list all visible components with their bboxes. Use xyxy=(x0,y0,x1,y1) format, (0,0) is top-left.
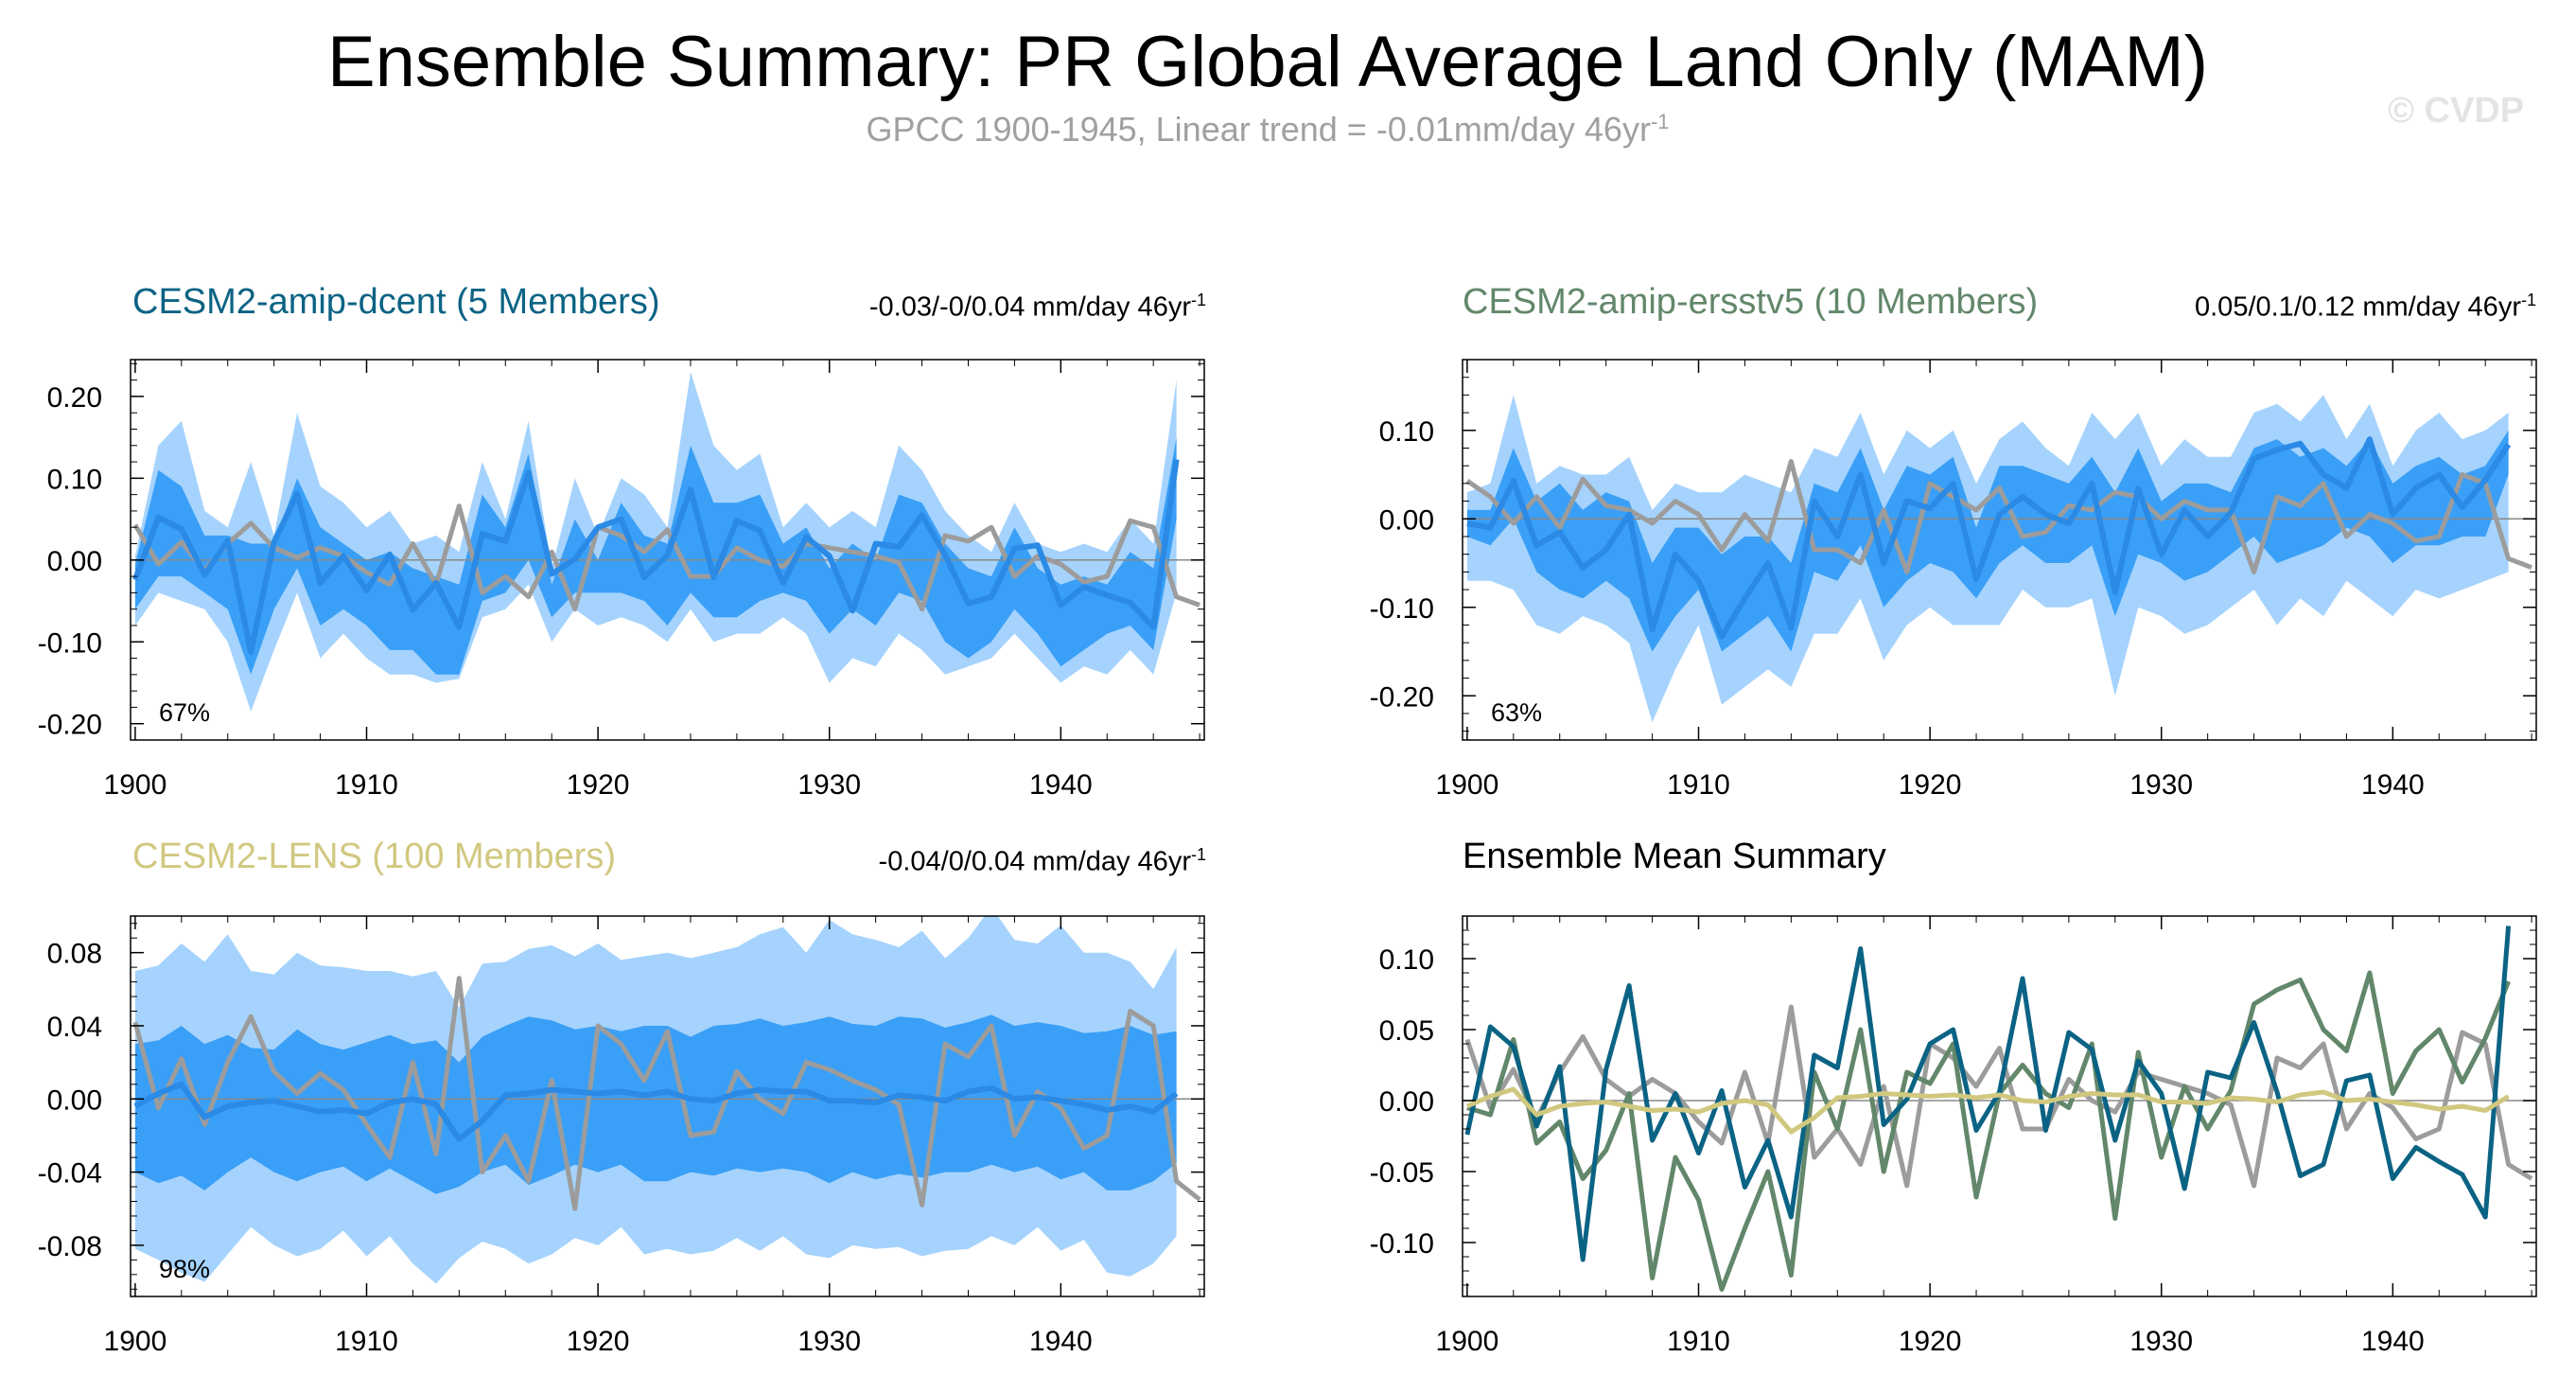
panel-3-xtick-label: 1940 xyxy=(1029,1326,1093,1357)
panel-2-xtick-label: 1900 xyxy=(1436,769,1499,801)
panel-3-title: CESM2-LENS (100 Members) xyxy=(132,837,617,876)
panel-1-trend-text: -0.03/-0/0.04 mm/day 46yr xyxy=(868,291,1191,323)
panel-4-series-ersst xyxy=(1466,970,2511,1292)
panel-4-ytick-label: 0.00 xyxy=(1379,1086,1434,1118)
subtitle-text: GPCC 1900-1945, Linear trend = -0.01mm/d… xyxy=(866,110,1651,149)
panel-3-ytick-label: -0.04 xyxy=(38,1158,102,1190)
panel-3-ensemble-mean-line xyxy=(133,1081,1179,1142)
panel-4-ytick-label: -0.05 xyxy=(1370,1157,1434,1189)
panel-1-ytick-label: -0.20 xyxy=(38,710,102,741)
panel-4-xtick-label: 1940 xyxy=(2361,1326,2425,1357)
panel-1-xtick-label: 1910 xyxy=(335,769,398,801)
panel-2-ensemble-mean-line xyxy=(1466,436,2512,640)
panel-3-ytick-label: 0.04 xyxy=(47,1012,102,1043)
panel-1-ytick-label: -0.10 xyxy=(38,627,102,659)
panel-3-trend-text: -0.04/0/0.04 mm/day 46yr xyxy=(878,846,1191,877)
panel-2-ytick-label: -0.20 xyxy=(1370,681,1434,713)
panel-4-xtick-label: 1910 xyxy=(1667,1326,1730,1357)
panel-2-trend-text: 0.05/0.1/0.12 mm/day 46yr xyxy=(2195,291,2521,323)
panel-2-ytick-label: 0.00 xyxy=(1379,504,1434,536)
panel-4-title: Ensemble Mean Summary xyxy=(1463,837,1886,876)
panel-3-xtick-label: 1910 xyxy=(335,1326,398,1357)
panel-2-frame xyxy=(1462,359,2537,741)
panel-3-trend: -0.04/0/0.04 mm/day 46yr‑1 xyxy=(879,845,1206,878)
panel-2-xtick-label: 1910 xyxy=(1667,769,1730,801)
panel-4-ytick-label: 0.05 xyxy=(1379,1015,1434,1047)
panel-1-inner-spread xyxy=(134,437,1177,675)
panel-3-obs-line xyxy=(132,976,1201,1211)
panel-3-inner-spread xyxy=(134,1014,1177,1194)
panel-2-xtick-label: 1930 xyxy=(2129,769,2193,801)
panel-1-xtick-label: 1920 xyxy=(567,769,630,801)
panel-1-xtick-label: 1900 xyxy=(104,769,167,801)
panel-3-ytick-label: 0.08 xyxy=(47,939,102,970)
panel-1-title: CESM2-amip-dcent (5 Members) xyxy=(132,282,660,322)
panel-3-frame xyxy=(130,915,1205,1297)
panel-1-trend: -0.03/-0/0.04 mm/day 46yr‑1 xyxy=(869,291,1206,324)
panel-4-frame xyxy=(1462,915,2537,1297)
panel-4-series-dcent xyxy=(1464,926,2512,1262)
panel-3-xtick-label: 1900 xyxy=(104,1326,167,1357)
panel-1-ensemble-mean-line xyxy=(132,459,1180,655)
subtitle-superscript: ‑1 xyxy=(1650,110,1670,133)
panel-2-xtick-label: 1920 xyxy=(1899,769,1962,801)
figure-title: Ensemble Summary: PR Global Average Land… xyxy=(326,22,2209,102)
panel-1-frame xyxy=(130,359,1205,741)
panel-4-ytick-label: -0.10 xyxy=(1370,1228,1434,1260)
panel-3-ytick-label: -0.08 xyxy=(38,1231,102,1262)
panel-4-xtick-label: 1920 xyxy=(1899,1326,1962,1357)
panel-3-ytick-label: 0.00 xyxy=(47,1084,102,1116)
panel-2-ytick-label: -0.10 xyxy=(1370,593,1434,625)
panel-2-trend-sup: ‑1 xyxy=(2520,291,2536,309)
panel-4-xtick-label: 1930 xyxy=(2129,1326,2193,1357)
panel-3-percent-label: 98% xyxy=(159,1255,210,1283)
panel-3-trend-sup: ‑1 xyxy=(1190,845,1206,864)
panel-1-ytick-label: 0.10 xyxy=(47,464,102,495)
panel-1-trend-sup: ‑1 xyxy=(1190,291,1206,309)
panel-2-ytick-label: 0.10 xyxy=(1379,416,1434,448)
panel-2-obs-line xyxy=(1465,459,2532,574)
panel-1-xtick-label: 1930 xyxy=(797,769,861,801)
panel-3-xtick-label: 1930 xyxy=(797,1326,861,1357)
panel-2-title: CESM2-amip-ersstv5 (10 Members) xyxy=(1463,282,2039,322)
panel-1-ytick-label: 0.00 xyxy=(47,546,102,577)
panel-3-xtick-label: 1920 xyxy=(567,1326,630,1357)
panel-4-xtick-label: 1900 xyxy=(1436,1326,1499,1357)
panel-2-percent-label: 63% xyxy=(1491,698,1542,727)
panel-2-trend: 0.05/0.1/0.12 mm/day 46yr‑1 xyxy=(2195,291,2536,324)
panel-4-series-lens xyxy=(1465,1086,2510,1135)
figure-subtitle: GPCC 1900-1945, Linear trend = -0.01mm/d… xyxy=(0,110,2535,150)
panel-1-ytick-label: 0.20 xyxy=(47,382,102,414)
cvdp-watermark: © CVDP xyxy=(2388,91,2525,131)
panel-1-xtick-label: 1940 xyxy=(1029,769,1093,801)
panel-4-ytick-label: 0.10 xyxy=(1379,944,1434,976)
panel-2-xtick-label: 1940 xyxy=(2361,769,2425,801)
panel-1-percent-label: 67% xyxy=(159,698,210,727)
